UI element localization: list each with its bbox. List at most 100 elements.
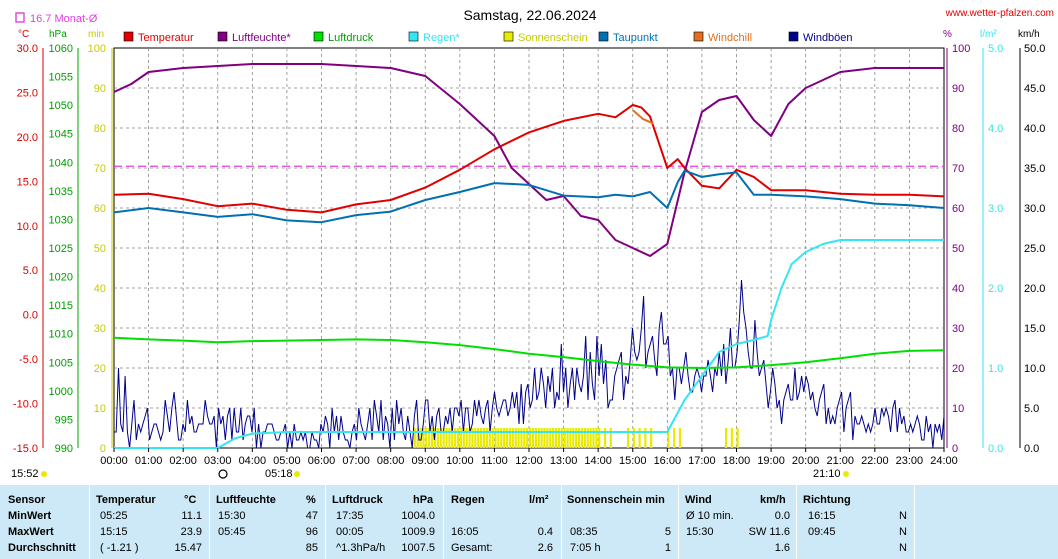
percent-tick-label: 0 [952, 443, 958, 455]
pressure-tick-label: 1010 [49, 329, 73, 341]
minutes-tick-label: 60 [94, 203, 106, 215]
sunshine-bar [482, 428, 486, 448]
stats-press-time: ^1.3hPa/h [336, 542, 386, 554]
x-tick-label: 05:00 [273, 455, 301, 467]
stats-press-time: 17:35 [336, 510, 364, 522]
time-left: 15:52 [11, 468, 39, 480]
temp-tick-label: 5.0 [23, 265, 38, 277]
sunshine-bar [474, 428, 477, 448]
th-hum: Luftfeuchte [216, 494, 276, 506]
stats-press-val: 1004.0 [401, 510, 435, 522]
sunshine-bar [477, 428, 480, 448]
sunshine-bar [580, 428, 584, 448]
sunshine-bar [514, 428, 517, 448]
x-tick-label: 02:00 [169, 455, 197, 467]
legend-label: Luftdruck [328, 32, 374, 44]
wind-tick-label: 10.0 [1024, 363, 1045, 375]
weather-chart: 00:00 01:00 02:00 03:00 04:00 05:00 06:00 07:00… [11, 7, 1054, 480]
stats-wind-time: 15:30 [686, 526, 714, 538]
sunshine-bar [632, 428, 635, 448]
legend-swatch [503, 31, 514, 42]
pressure-tick-label: 1050 [49, 100, 73, 112]
sunshine-bar [537, 428, 540, 448]
sunshine-bar [563, 428, 566, 448]
th-rain: Regen [451, 494, 485, 506]
chart-series-lines [113, 63, 945, 449]
x-tick-label: 12:00 [515, 455, 543, 467]
stats-temp-val: 11.1 [181, 510, 202, 522]
legend-label: Regen* [423, 32, 460, 44]
unit-rain: l/m² [980, 29, 997, 40]
sunshine-bar [508, 428, 512, 448]
x-tick-label: 14:00 [584, 455, 612, 467]
chart-legend: Temperatur Luftfeuchte* Luftdruck Regen* Son… [123, 31, 853, 44]
rain-tick-label: 5.0 [988, 43, 1003, 55]
sunshine-bar [577, 428, 581, 448]
sunshine-bar [425, 428, 428, 448]
stats-wind-time: Ø 10 min. [686, 510, 734, 522]
legend-label: Luftfeuchte* [232, 32, 291, 44]
sunshine-bar [667, 428, 670, 448]
pressure-tick-label: 1035 [49, 186, 73, 198]
x-tick-label: 10:00 [446, 455, 474, 467]
monthly-avg-legend-box [15, 12, 25, 23]
legend-swatch [217, 31, 228, 42]
unit-percent: % [943, 29, 952, 40]
sunshine-bar [526, 428, 529, 448]
stats-sun-time: 7:05 h [570, 542, 601, 554]
sunshine-bar [560, 428, 563, 448]
legend-swatch [313, 31, 324, 42]
rain-tick-label: 3.0 [988, 203, 1003, 215]
x-tick-label: 23:00 [896, 455, 924, 467]
stats-wind-val: 1.6 [774, 542, 790, 554]
x-tick-label: 15:00 [619, 455, 647, 467]
sunshine-bar [428, 428, 431, 448]
unit-press: hPa [49, 29, 67, 40]
sunshine-bar [422, 428, 425, 448]
th-press: Luftdruck [332, 494, 383, 506]
sunshine-bar [456, 428, 460, 448]
pressure-tick-label: 1005 [49, 357, 73, 369]
sunshine-bars [413, 428, 739, 448]
sunshine-bar [500, 428, 503, 448]
stats-rain-time: 16:05 [451, 526, 479, 538]
stats-dir-time: 09:45 [808, 526, 836, 538]
sunshine-bar [471, 428, 474, 448]
pressure-tick-label: 1030 [49, 214, 73, 226]
minutes-tick-label: 20 [94, 363, 106, 375]
sunshine-bar [459, 428, 463, 448]
x-tick-label: 21:00 [826, 455, 854, 467]
minutes-tick-label: 90 [94, 83, 106, 95]
pressure-tick-label: 1040 [49, 157, 73, 169]
stats-hum-time: 05:45 [218, 526, 246, 538]
sunshine-bar [589, 428, 592, 448]
pressure-tick-label: 1020 [49, 272, 73, 284]
wind-tick-label: 0.0 [1024, 443, 1039, 455]
sunshine-bar [494, 428, 497, 448]
sunshine-bar [491, 428, 494, 448]
temp-tick-label: -10.0 [13, 399, 38, 411]
sun-icon-left [41, 471, 47, 477]
stats-press-time: 00:05 [336, 526, 364, 538]
percent-tick-label: 50 [952, 243, 964, 255]
stats-temp-time: 05:25 [100, 510, 128, 522]
minutes-tick-label: 100 [88, 43, 106, 55]
temp-tick-label: 10.0 [17, 221, 38, 233]
site-link[interactable]: www.wetter-pfalzen.com [945, 8, 1054, 19]
x-tick-label: 08:00 [377, 455, 405, 467]
unit-temp: °C [18, 29, 29, 40]
temp-tick-label: 30.0 [17, 43, 38, 55]
series-luftfeuchte [113, 63, 944, 257]
stats-temp-val: 15.47 [174, 542, 202, 554]
pressure-tick-label: 1055 [49, 72, 73, 84]
th-hum-unit: % [306, 494, 316, 506]
x-tick-label: 17:00 [688, 455, 716, 467]
temp-tick-label: 0.0 [23, 310, 38, 322]
sunshine-bar [575, 428, 578, 448]
temp-tick-label: 25.0 [17, 87, 38, 99]
percent-tick-label: 10 [952, 403, 964, 415]
sunshine-bar [549, 428, 552, 448]
wind-tick-label: 40.0 [1024, 123, 1045, 135]
chart-axes: 00:00 01:00 02:00 03:00 04:00 05:00 06:00 07:00… [13, 43, 1046, 467]
th-rain-unit: l/m² [529, 494, 549, 506]
